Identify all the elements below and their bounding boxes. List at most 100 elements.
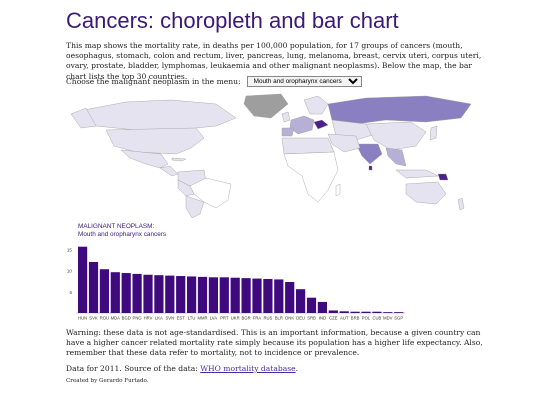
bar-svk[interactable]: [88, 262, 99, 313]
bar-brb[interactable]: [350, 311, 360, 313]
bar-cub[interactable]: [372, 311, 382, 313]
bar-est[interactable]: [176, 276, 186, 313]
x-tick-label: SGP: [394, 316, 403, 321]
x-tick-label: DNK: [285, 316, 294, 321]
y-tick-label: 15: [67, 247, 73, 252]
bar-deu[interactable]: [296, 289, 306, 313]
x-tick-label: MDV: [383, 316, 393, 321]
region-indonesia[interactable]: [395, 169, 439, 179]
bar-mmr[interactable]: [197, 276, 208, 313]
x-tick-label: HRV: [144, 316, 153, 321]
y-tick-label: 10: [67, 269, 73, 274]
source-prefix: Data for 2011. Source of the data:: [66, 364, 201, 373]
bar-pol[interactable]: [361, 311, 371, 313]
country-alaska[interactable]: [70, 107, 97, 129]
bar-mdv[interactable]: [383, 312, 393, 313]
bar-blr[interactable]: [274, 279, 284, 313]
country-russia[interactable]: [327, 95, 472, 125]
bar-mda[interactable]: [110, 272, 120, 313]
bar-chart: MALIGNANT NEOPLASM: Mouth and oropharynx…: [67, 223, 405, 321]
bar-svn[interactable]: [165, 275, 175, 313]
country-sri-lanka[interactable]: [368, 165, 373, 171]
source-line: Data for 2011. Source of the data: WHO m…: [66, 364, 298, 373]
country-uk[interactable]: [281, 111, 291, 123]
region-north-africa[interactable]: [281, 137, 335, 155]
x-tick-label: FRA: [253, 316, 262, 321]
country-greenland[interactable]: [243, 93, 289, 119]
bar-rus[interactable]: [263, 279, 273, 313]
country-peru-bolivia[interactable]: [177, 179, 195, 197]
x-tick-label: BGD: [122, 316, 131, 321]
chart-title: MALIGNANT NEOPLASM:: [78, 223, 154, 230]
menu-row: Choose the malignant neoplasm in the men…: [66, 76, 362, 87]
source-suffix: .: [295, 364, 299, 373]
y-axis: 5 10 15: [67, 247, 405, 314]
bar-lka[interactable]: [154, 275, 164, 313]
intro-paragraph: This map shows the mortality rate, in de…: [66, 41, 482, 81]
bar-cze[interactable]: [328, 310, 338, 313]
bar-hrv[interactable]: [143, 274, 153, 313]
bar-fra[interactable]: [252, 278, 262, 313]
menu-label: Choose the malignant neoplasm in the men…: [66, 77, 241, 86]
x-tick-label: ROU: [100, 316, 109, 321]
country-brazil[interactable]: [189, 177, 232, 209]
bar-lva[interactable]: [208, 277, 218, 313]
region-western-europe[interactable]: [289, 115, 315, 135]
x-tick-label: LKA: [155, 316, 163, 321]
x-tick-label: EST: [177, 316, 186, 321]
country-india[interactable]: [355, 143, 383, 165]
warning-paragraph: Warning: these data is not age-standardi…: [66, 328, 483, 358]
x-tick-label: MMR: [197, 316, 207, 321]
x-tick-label: MDA: [111, 316, 121, 321]
country-china[interactable]: [365, 121, 427, 151]
bar-bgr[interactable]: [241, 278, 251, 313]
bar-prt[interactable]: [219, 277, 229, 313]
x-tick-label: AUT: [340, 316, 349, 321]
region-southeast-asia[interactable]: [385, 147, 407, 167]
world-choropleth-map[interactable]: [66, 90, 476, 218]
country-usa[interactable]: [105, 127, 205, 155]
page-title: Cancers: choropleth and bar chart: [66, 8, 399, 33]
chart-subtitle: Mouth and oropharynx cancers: [78, 231, 166, 238]
bar-hun[interactable]: [78, 246, 88, 313]
country-hungary[interactable]: [313, 119, 329, 130]
region-middle-east[interactable]: [327, 133, 361, 153]
x-tick-label: RUS: [263, 316, 272, 321]
country-australia[interactable]: [405, 181, 447, 205]
bar-rou[interactable]: [99, 269, 109, 313]
x-axis-labels: HUN SVK ROU MDA BGD PNG HRV LKA SVN EST LTU MMR LVA P…: [78, 316, 403, 321]
bar-srb[interactable]: [306, 297, 317, 313]
x-tick-label: LTU: [188, 316, 196, 321]
x-tick-label: LVA: [210, 316, 217, 321]
x-tick-label: BGR: [242, 316, 251, 321]
region-sub-saharan-africa[interactable]: [283, 151, 339, 203]
bar-ltu[interactable]: [187, 276, 197, 313]
who-database-link[interactable]: WHO mortality database: [200, 364, 296, 373]
x-tick-label: BRB: [351, 316, 360, 321]
country-central-america[interactable]: [159, 165, 179, 177]
x-tick-label: IND: [319, 316, 326, 321]
bar-png[interactable]: [132, 273, 142, 313]
country-japan[interactable]: [429, 125, 438, 141]
bar-dnk[interactable]: [285, 281, 295, 313]
x-tick-label: HUN: [78, 316, 87, 321]
country-papua-new-guinea[interactable]: [437, 173, 449, 181]
bar-aut[interactable]: [339, 311, 349, 313]
x-tick-label: BLR: [275, 316, 283, 321]
bar-bgd[interactable]: [121, 273, 131, 313]
neoplasm-select[interactable]: Mouth and oropharynx cancers: [246, 76, 362, 87]
credit-line: Created by Gerardo Furtado.: [66, 378, 149, 384]
country-argentina-chile[interactable]: [185, 195, 205, 218]
bar-ind[interactable]: [317, 301, 327, 313]
bar-sgp[interactable]: [394, 312, 404, 313]
country-cuba[interactable]: [171, 157, 187, 162]
country-new-zealand[interactable]: [457, 197, 465, 211]
y-tick-label: 5: [69, 290, 72, 295]
country-spain-portugal[interactable]: [281, 127, 295, 137]
bar-ukr[interactable]: [230, 277, 240, 313]
bars-group: [78, 246, 404, 313]
x-tick-label: POL: [362, 316, 371, 321]
region-scandinavia[interactable]: [303, 95, 329, 115]
x-tick-label: SRB: [307, 316, 316, 321]
country-madagascar[interactable]: [335, 183, 341, 197]
